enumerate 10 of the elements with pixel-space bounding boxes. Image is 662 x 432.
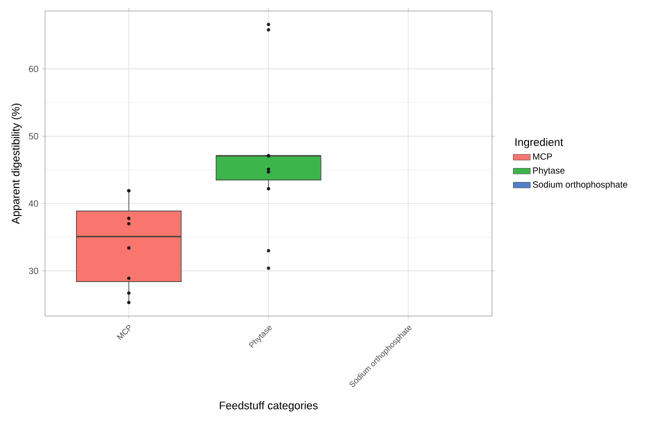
legend-label: Phytase <box>533 167 564 176</box>
x-axis-title: Feedstuff categories <box>220 401 318 412</box>
legend-title: Ingredient <box>515 138 564 148</box>
y-tick-label: 60 <box>28 66 38 72</box>
legend-label: Sodium orthophosphate <box>532 181 628 190</box>
legend-label: MCP <box>533 153 552 160</box>
y-axis-title: Apparent digestibility (%) <box>11 104 22 224</box>
y-tick-label: 50 <box>28 133 38 140</box>
y-tick-label: 30 <box>28 268 38 274</box>
y-tick-label: 40 <box>28 200 38 207</box>
